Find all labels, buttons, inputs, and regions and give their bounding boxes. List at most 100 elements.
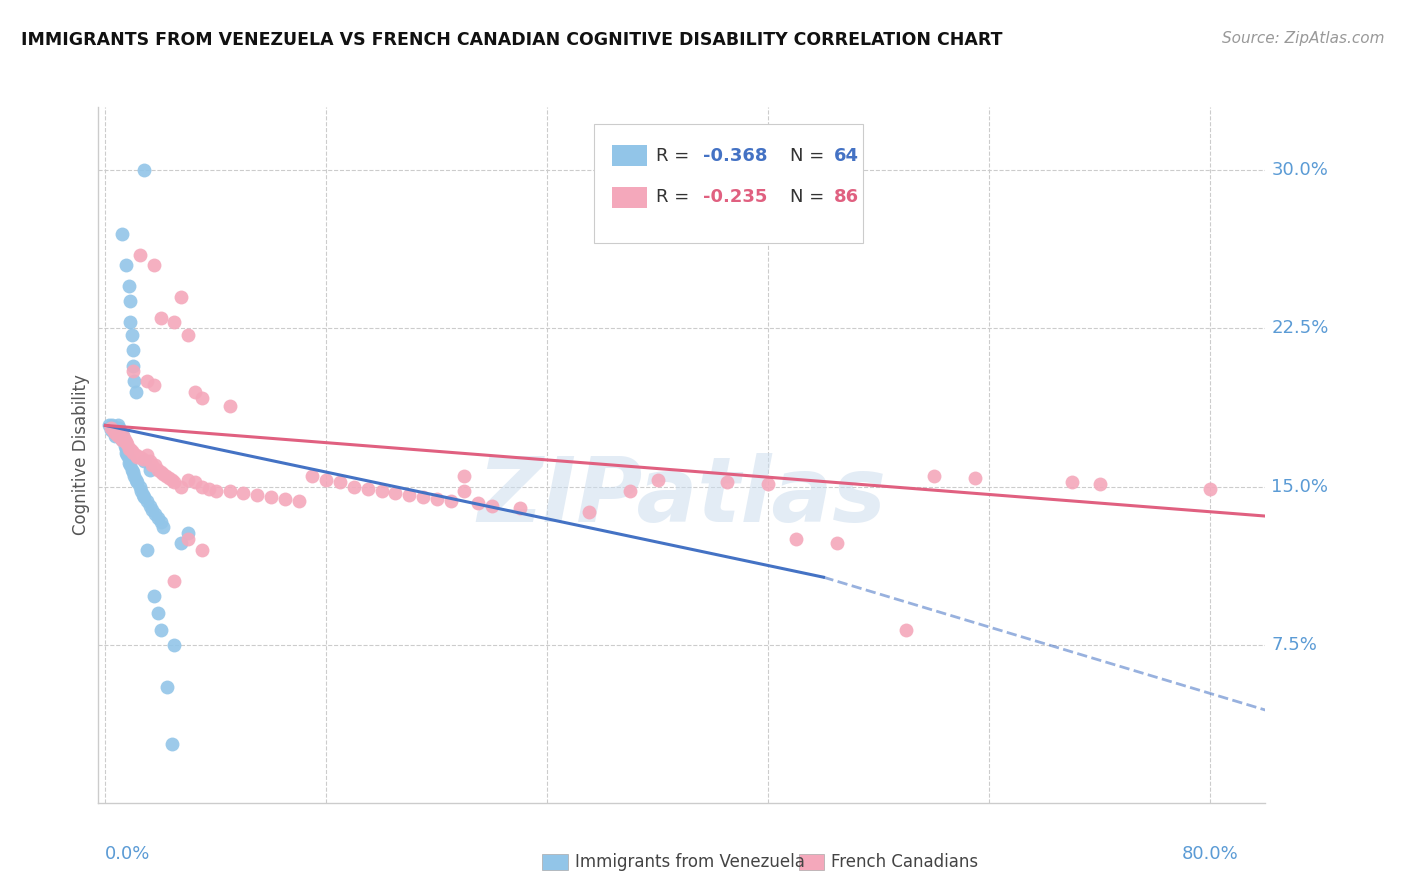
Text: -0.368: -0.368 [703,147,768,165]
Point [128,247,150,261]
Point [329,475,352,490]
Point [647,473,669,487]
Point [114,435,136,450]
Point [149,310,172,325]
Point [384,486,406,500]
Text: ZIPatlas: ZIPatlas [478,452,886,541]
Point [110,431,132,445]
Point [111,433,134,447]
Point [218,400,240,414]
Text: 80.0%: 80.0% [1182,845,1239,863]
Point [122,465,145,479]
Point [578,505,600,519]
Bar [541,855,568,870]
Point [120,315,142,329]
Point [184,475,207,490]
Point [131,452,153,467]
Point [177,327,200,342]
Point [121,463,143,477]
Point [115,446,138,460]
Point [105,426,128,441]
Text: -0.235: -0.235 [703,188,768,206]
Text: 30.0%: 30.0% [1271,161,1329,179]
Point [128,450,150,464]
Point [103,425,125,439]
Point [170,290,193,304]
Point [370,483,392,498]
Point [149,516,172,530]
Point [152,519,174,533]
Point [191,391,214,405]
Point [152,467,174,481]
Point [138,499,160,513]
Point [146,463,169,477]
Point [107,426,129,441]
Point [111,227,134,241]
Point [115,442,138,456]
Point [191,479,214,493]
Point [135,448,157,462]
Point [177,533,200,547]
Point [453,469,475,483]
Point [141,502,163,516]
Point [111,433,134,447]
Point [163,638,186,652]
Point [117,448,139,462]
Point [142,378,165,392]
Point [125,448,148,462]
Point [110,431,132,445]
Point [132,490,155,504]
Text: N =: N = [790,147,831,165]
Text: 22.5%: 22.5% [1271,319,1329,337]
Point [1088,477,1111,491]
Point [107,429,129,443]
Point [110,425,132,439]
Point [619,483,641,498]
Point [163,574,186,589]
Point [204,483,226,498]
Point [260,490,283,504]
Text: Immigrants from Venezuela: Immigrants from Venezuela [575,853,804,871]
Point [155,469,177,483]
Point [170,536,193,550]
Point [184,384,207,399]
Point [100,423,122,437]
Point [146,606,169,620]
Point [103,425,125,439]
Bar [799,855,824,870]
Point [896,623,918,637]
Point [287,494,309,508]
Point [412,490,434,504]
Point [104,420,127,434]
Point [160,473,183,487]
Text: Source: ZipAtlas.com: Source: ZipAtlas.com [1222,31,1385,46]
Point [439,494,461,508]
Point [124,469,146,483]
Point [138,463,160,477]
Point [125,384,148,399]
Point [122,343,145,357]
Text: R =: R = [657,188,695,206]
Point [142,258,165,272]
Point [1060,475,1083,490]
Point [143,507,166,521]
Point [716,475,738,490]
Point [104,429,127,443]
Point [426,492,449,507]
Point [122,363,145,377]
Point [122,446,145,460]
Point [108,426,131,441]
Point [127,450,149,464]
Text: 15.0%: 15.0% [1271,477,1329,496]
Point [177,525,200,540]
Point [108,420,131,434]
Point [128,479,150,493]
Text: 0.0%: 0.0% [105,845,150,863]
Point [135,494,157,508]
Point [398,488,420,502]
Point [118,456,141,470]
Point [146,511,169,525]
Point [127,475,149,490]
Text: N =: N = [790,188,831,206]
Point [101,418,124,433]
